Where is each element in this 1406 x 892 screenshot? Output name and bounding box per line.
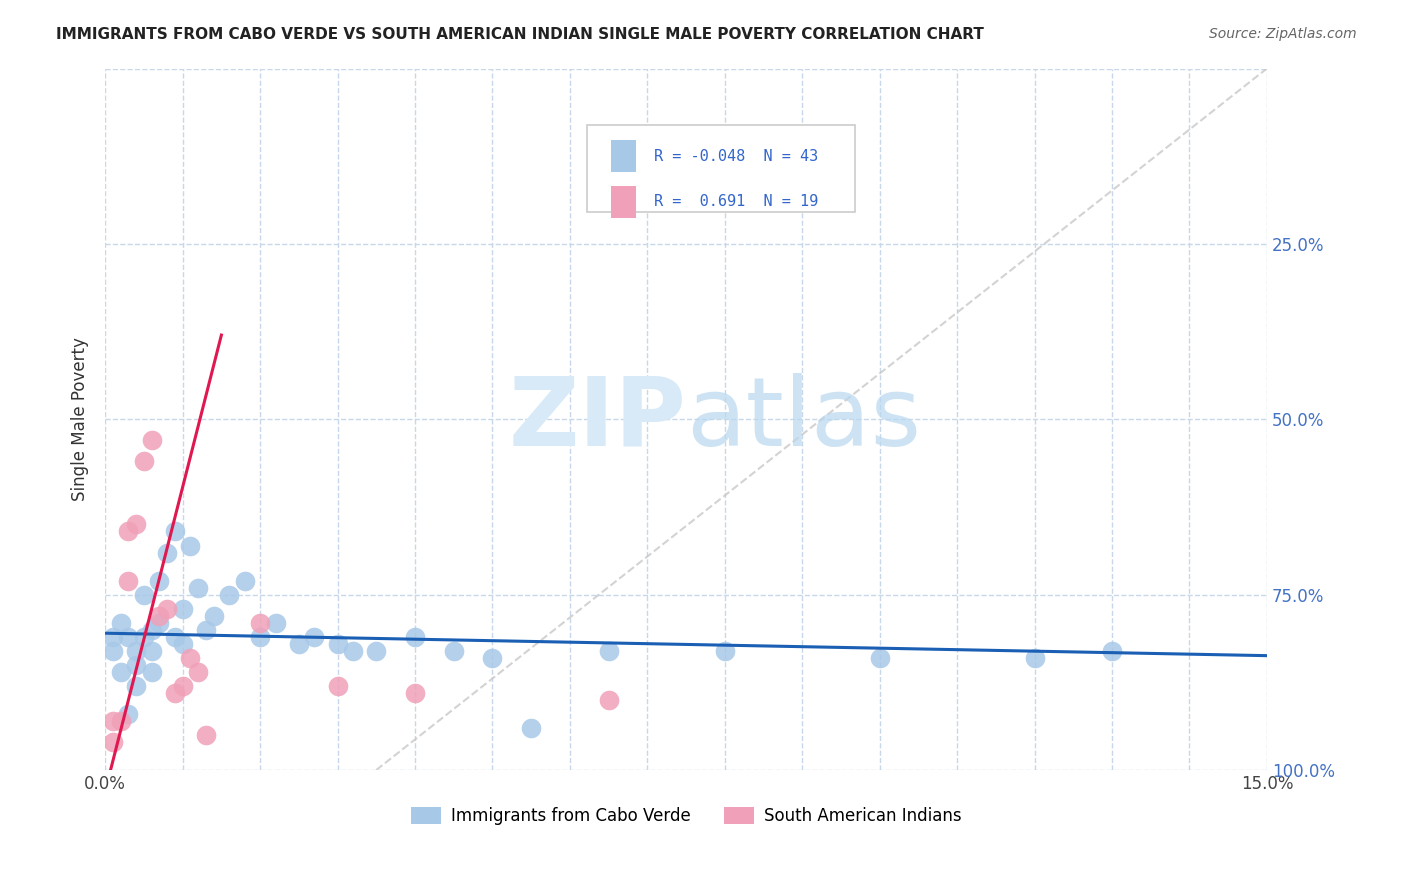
Y-axis label: Single Male Poverty: Single Male Poverty (72, 337, 89, 501)
Point (233, 574, 256, 588)
Point (218, 588, 240, 602)
Point (172, 601, 194, 615)
Point (163, 686, 186, 700)
Point (443, 644, 465, 658)
Point (326, 679, 349, 693)
Point (598, 644, 620, 658)
FancyBboxPatch shape (610, 140, 636, 172)
Point (132, 630, 155, 644)
FancyBboxPatch shape (588, 125, 855, 212)
Point (194, 623, 217, 637)
Point (869, 650, 891, 665)
Point (125, 657, 148, 672)
Point (172, 679, 194, 693)
Point (101, 630, 124, 644)
Point (101, 644, 124, 658)
Point (141, 665, 163, 679)
Point (125, 644, 148, 658)
Point (1024, 650, 1046, 665)
Point (110, 665, 132, 679)
Point (202, 608, 225, 623)
Point (249, 615, 271, 630)
Point (117, 574, 139, 588)
Point (110, 714, 132, 728)
Point (713, 644, 735, 658)
Point (156, 545, 179, 559)
Point (117, 524, 139, 539)
Text: R =  0.691  N = 19: R = 0.691 N = 19 (654, 194, 818, 210)
Point (179, 650, 201, 665)
Point (101, 735, 124, 749)
Point (326, 637, 349, 651)
Point (520, 721, 543, 735)
Point (163, 630, 186, 644)
Point (156, 601, 179, 615)
Text: R = -0.048  N = 43: R = -0.048 N = 43 (654, 149, 818, 164)
Point (249, 630, 271, 644)
Point (342, 644, 364, 658)
Point (404, 686, 426, 700)
Point (117, 630, 139, 644)
Point (288, 637, 311, 651)
Point (187, 665, 209, 679)
Point (598, 693, 620, 707)
Point (163, 524, 186, 539)
Point (125, 517, 148, 532)
Point (148, 615, 170, 630)
Point (194, 728, 217, 742)
Point (110, 615, 132, 630)
Point (141, 623, 163, 637)
Point (132, 454, 155, 468)
Point (148, 574, 170, 588)
Point (148, 608, 170, 623)
Point (101, 714, 124, 728)
Point (117, 706, 139, 721)
FancyBboxPatch shape (610, 186, 636, 218)
Point (172, 637, 194, 651)
Point (125, 679, 148, 693)
Point (187, 581, 209, 595)
Point (141, 434, 163, 448)
Point (132, 588, 155, 602)
Point (141, 644, 163, 658)
Text: Source: ZipAtlas.com: Source: ZipAtlas.com (1209, 27, 1357, 41)
Point (304, 630, 326, 644)
Text: atlas: atlas (686, 373, 921, 466)
Legend: Immigrants from Cabo Verde, South American Indians: Immigrants from Cabo Verde, South Americ… (411, 806, 962, 825)
Point (264, 615, 287, 630)
Point (404, 630, 426, 644)
Text: IMMIGRANTS FROM CABO VERDE VS SOUTH AMERICAN INDIAN SINGLE MALE POVERTY CORRELAT: IMMIGRANTS FROM CABO VERDE VS SOUTH AMER… (56, 27, 984, 42)
Point (179, 539, 201, 553)
Point (481, 650, 503, 665)
Point (366, 644, 388, 658)
Point (1101, 644, 1123, 658)
Text: ZIP: ZIP (508, 373, 686, 466)
